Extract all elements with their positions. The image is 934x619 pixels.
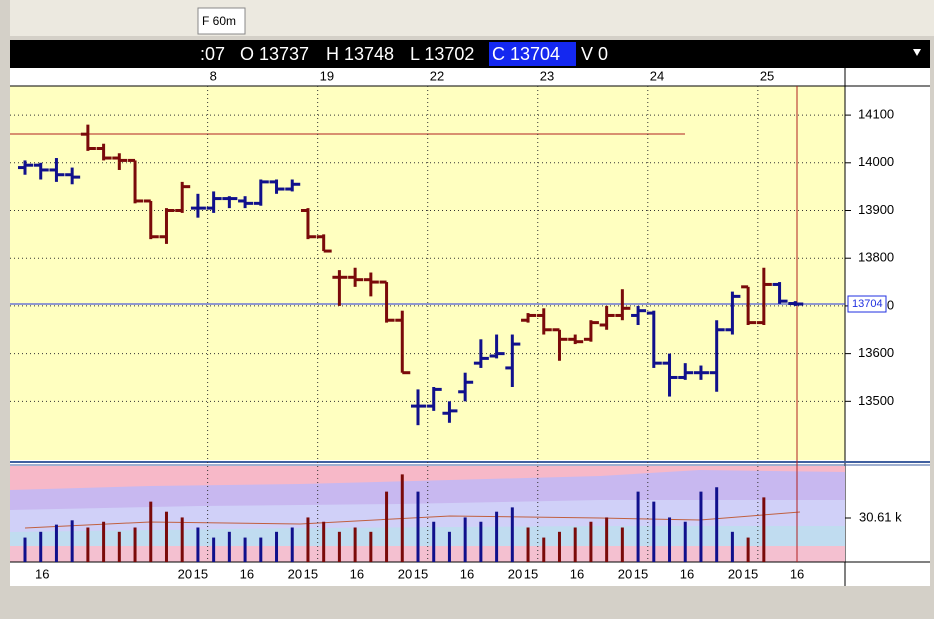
- volume-label: 30.61 k: [859, 509, 902, 524]
- quote-header: [10, 40, 930, 68]
- close: C 13704: [492, 44, 560, 64]
- hour-label: 16: [240, 566, 254, 581]
- close-highlight: [489, 42, 576, 66]
- hour-label: 20: [508, 566, 522, 581]
- time: :07: [200, 44, 225, 64]
- y-tick-label: 13800: [858, 250, 894, 265]
- low: L 13702: [410, 44, 474, 64]
- y-tick-label: 13600: [858, 345, 894, 360]
- date-label: 22: [430, 68, 444, 83]
- hour-label: 15: [304, 566, 318, 581]
- date-label: 25: [760, 68, 774, 83]
- y-tick-label: 13500: [858, 393, 894, 408]
- last-price-box: [847, 295, 887, 313]
- hour-label: 20: [398, 566, 412, 581]
- hour-label: 16: [35, 566, 49, 581]
- tab[interactable]: [197, 7, 246, 35]
- date-label: 8: [210, 68, 217, 83]
- high: H 13748: [326, 44, 394, 64]
- y-tick-label: 14000: [858, 154, 894, 169]
- hour-label: 15: [414, 566, 428, 581]
- hour-label: 15: [634, 566, 648, 581]
- menu-arrow[interactable]: [913, 49, 921, 56]
- date-label: 19: [320, 68, 334, 83]
- y-tick-label: 13900: [858, 202, 894, 217]
- hour-label: 16: [570, 566, 584, 581]
- hour-label: 15: [524, 566, 538, 581]
- scrollbar[interactable]: [0, 586, 934, 614]
- tab-label[interactable]: F 60m: [202, 14, 236, 28]
- date-label: 23: [540, 68, 554, 83]
- hour-label: 20: [288, 566, 302, 581]
- y-tick-label: 14100: [858, 107, 894, 122]
- open: O 13737: [240, 44, 309, 64]
- hour-label: 15: [194, 566, 208, 581]
- hour-label: 16: [460, 566, 474, 581]
- hour-label: 20: [178, 566, 192, 581]
- tab-bar: [0, 0, 934, 36]
- hour-label: 15: [744, 566, 758, 581]
- date-label: 24: [650, 68, 664, 83]
- last-price-label: 13704: [852, 298, 883, 310]
- hour-label: 16: [680, 566, 694, 581]
- hour-label: 20: [728, 566, 742, 581]
- volume: V 0: [581, 44, 608, 64]
- hour-label: 20: [618, 566, 632, 581]
- hour-label: 16: [350, 566, 364, 581]
- hour-label: 16: [790, 566, 804, 581]
- price-panel: [10, 86, 845, 460]
- border: [0, 0, 10, 614]
